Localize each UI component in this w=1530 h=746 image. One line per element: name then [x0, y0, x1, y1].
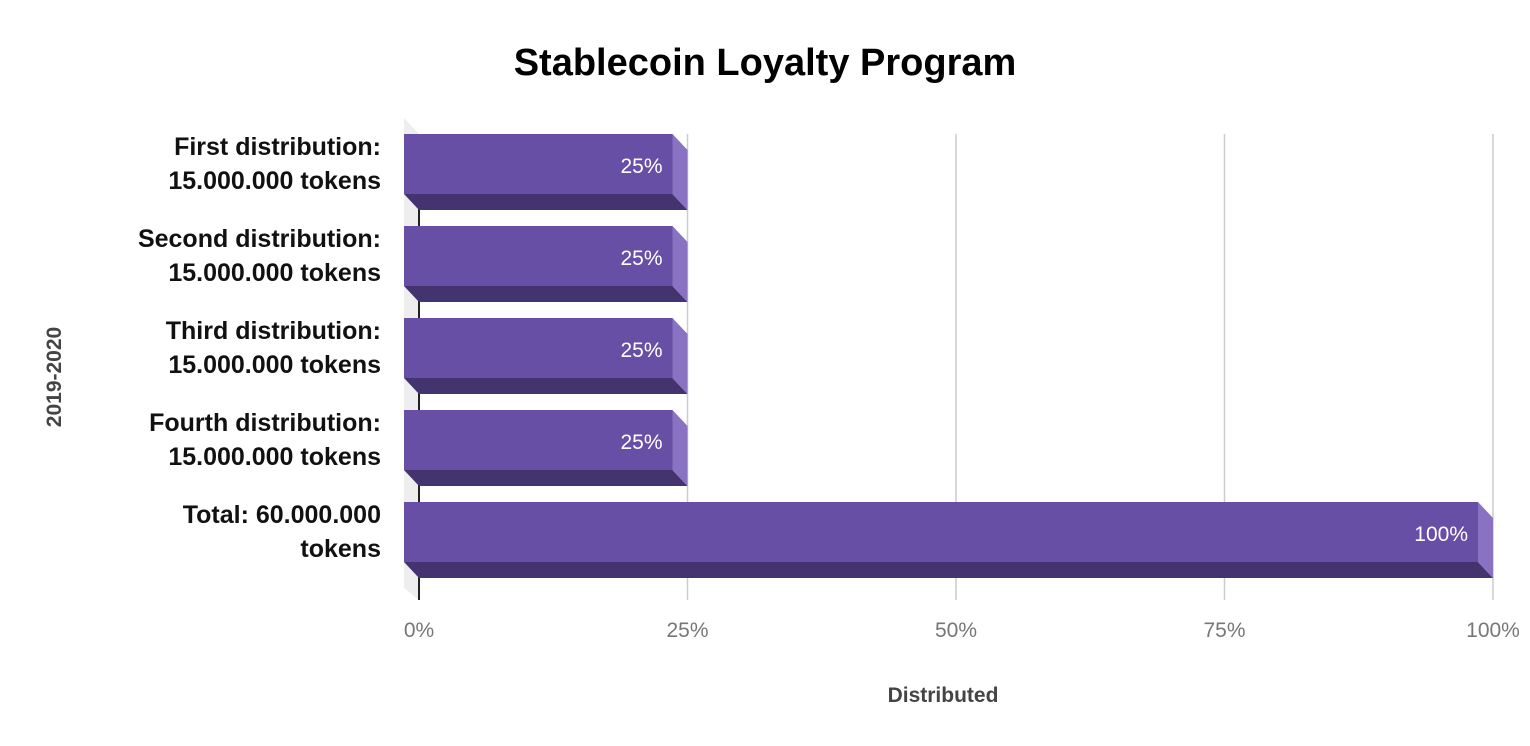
bar-data-label: 25%	[620, 247, 662, 270]
bar-bottom-face	[404, 194, 688, 210]
bar: 25%	[404, 410, 688, 486]
category-label: Third distribution: 15.000.000 tokens	[166, 317, 381, 379]
chart-title: Stablecoin Loyalty Program	[514, 42, 1017, 84]
bar: 25%	[404, 134, 688, 210]
category-label-line: tokens	[300, 535, 381, 563]
bar: 100%	[404, 502, 1493, 578]
bar-side-face	[672, 318, 688, 394]
bar-front-face	[404, 502, 1478, 562]
bar-data-label: 25%	[620, 431, 662, 454]
bar-bottom-face	[404, 378, 688, 394]
bar-side-face	[672, 410, 688, 486]
category-label-line: Second distribution:	[138, 225, 381, 253]
bar-front-face	[404, 318, 673, 378]
x-tick-label: 0%	[404, 619, 434, 642]
category-label-line: 15.000.000 tokens	[168, 443, 381, 471]
bar-front-face	[404, 410, 673, 470]
category-label: Fourth distribution: 15.000.000 tokens	[149, 409, 381, 471]
x-tick-label: 75%	[1203, 619, 1245, 642]
category-label-line: Fourth distribution:	[149, 409, 381, 437]
bar-side-face	[1478, 502, 1493, 578]
category-label-line: 15.000.000 tokens	[168, 351, 381, 379]
bar-side-face	[672, 134, 688, 210]
bar-bottom-face	[404, 562, 1493, 578]
category-label-line: 15.000.000 tokens	[168, 167, 381, 195]
x-tick-label: 100%	[1466, 619, 1520, 642]
bar-front-face	[404, 134, 673, 194]
category-label: Second distribution: 15.000.000 tokens	[138, 225, 381, 287]
category-labels: First distribution: 15.000.000 tokensSeco…	[138, 133, 381, 563]
bar-side-face	[672, 226, 688, 302]
bar-front-face	[404, 226, 673, 286]
bars: 25% 25% 25% 25% 100%	[404, 134, 1493, 578]
bar-data-label: 25%	[620, 155, 662, 178]
bar-data-label: 100%	[1414, 523, 1468, 546]
category-label-line: Total: 60.000.000	[183, 501, 381, 529]
bar-bottom-face	[404, 470, 688, 486]
category-label-line: 15.000.000 tokens	[168, 259, 381, 287]
category-label-line: First distribution:	[174, 133, 381, 161]
y-axis-title: 2019-2020	[43, 327, 66, 427]
bar: 25%	[404, 226, 688, 302]
x-axis-title: Distributed	[888, 684, 999, 707]
x-tick-label: 25%	[666, 619, 708, 642]
x-tick-labels: 0% 25% 50% 75% 100%	[404, 619, 1520, 642]
x-tick-label: 50%	[935, 619, 977, 642]
bar: 25%	[404, 318, 688, 394]
category-label: First distribution: 15.000.000 tokens	[168, 133, 381, 195]
bar-data-label: 25%	[620, 339, 662, 362]
category-label: Total: 60.000.000 tokens	[183, 501, 381, 563]
category-label-line: Third distribution:	[166, 317, 381, 345]
bar-bottom-face	[404, 286, 688, 302]
